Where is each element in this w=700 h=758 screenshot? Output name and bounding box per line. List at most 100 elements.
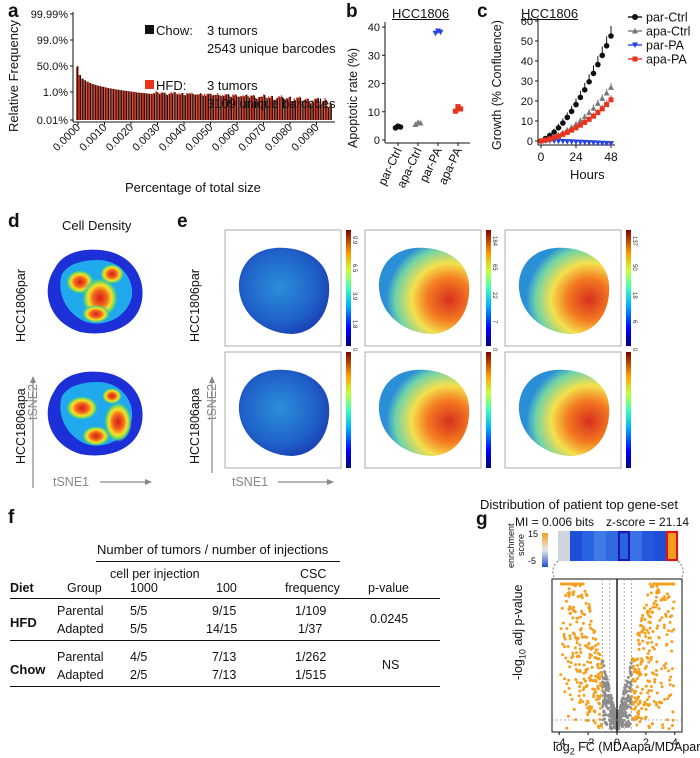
marker	[581, 87, 588, 93]
panel-c-ytick-label: 60	[521, 16, 533, 28]
bar-hfd	[86, 81, 88, 120]
volcano-point	[567, 594, 571, 598]
panel-c-ytick-label: 20	[521, 96, 533, 108]
bar-chow	[161, 92, 163, 120]
bar-hfd	[237, 96, 239, 120]
volcano-point	[626, 681, 630, 685]
volcano-point	[585, 683, 589, 687]
volcano-point	[633, 707, 637, 711]
series-apa-pa	[538, 95, 614, 144]
volcano-point	[628, 722, 632, 726]
bar-hfd	[229, 96, 232, 120]
volcano-point	[652, 672, 656, 676]
table-row3-1000: 4/5	[130, 650, 148, 664]
bar-chow	[146, 93, 148, 120]
volcano-point	[588, 605, 592, 609]
volcano-point	[651, 605, 655, 609]
volcano-point	[641, 613, 645, 617]
point-par-pa	[437, 29, 444, 36]
volcano-point	[569, 661, 573, 665]
table-col-csc2: frequency	[285, 581, 340, 595]
volcano-point	[601, 659, 605, 663]
volcano-point	[646, 704, 650, 708]
volcano-point	[604, 713, 608, 717]
bar-chow	[274, 100, 276, 120]
bar-bracket-left	[552, 560, 559, 578]
bar-bracket-right	[677, 560, 684, 578]
gene-set-highlight-middle	[617, 530, 631, 562]
bar-hfd	[270, 95, 272, 120]
marker	[590, 140, 597, 146]
bar-chow	[95, 84, 97, 120]
volcano-point	[569, 582, 573, 586]
marker	[608, 97, 614, 103]
bar-chow	[77, 66, 79, 120]
volcano-point	[649, 585, 653, 589]
bar-hfd	[155, 91, 157, 120]
volcano-point	[654, 605, 658, 609]
volcano-point	[660, 685, 664, 689]
colorbar	[346, 352, 351, 468]
bar-chow	[287, 98, 289, 120]
volcano-point	[603, 692, 607, 696]
volcano-point	[598, 712, 602, 716]
bar-hfd	[124, 90, 127, 120]
volcano-point	[571, 593, 575, 597]
bar-hfd	[119, 90, 121, 120]
bar-chow	[130, 91, 133, 120]
volcano-point	[665, 592, 669, 596]
table-col-cpi: cell per injection	[110, 567, 200, 581]
bar-chow	[189, 93, 192, 120]
volcano-point	[632, 700, 636, 704]
volcano-point	[649, 655, 653, 659]
marker	[568, 139, 575, 145]
volcano-point	[594, 648, 598, 652]
gene-set-bin	[618, 531, 630, 561]
volcano-point	[613, 708, 617, 712]
volcano-point	[636, 711, 640, 715]
marker	[577, 122, 583, 128]
bar-hfd	[301, 100, 303, 120]
bar-hfd	[209, 93, 211, 120]
table-col-group: Group	[67, 581, 102, 595]
expression-map	[238, 369, 330, 456]
legend-label-par-pa: par-PA	[646, 39, 685, 53]
panel-c-ytick-label: 10	[521, 116, 533, 128]
volcano-point	[664, 662, 668, 666]
panel-label-e: e	[177, 211, 188, 232]
marker	[586, 116, 592, 122]
legend-marker	[632, 14, 638, 20]
bar-chow	[233, 95, 235, 120]
marker	[573, 139, 579, 145]
volcano-point	[644, 684, 648, 688]
volcano-point	[644, 702, 648, 706]
bar-hfd	[283, 98, 285, 120]
volcano-point	[634, 689, 638, 693]
panel-c-xlabel: Hours	[570, 167, 605, 182]
bar-hfd	[221, 94, 224, 120]
volcano-point	[573, 663, 577, 667]
volcano-point	[637, 631, 641, 635]
bar-hfd	[142, 92, 144, 120]
marker	[591, 113, 596, 119]
bar-hfd	[257, 97, 260, 120]
volcano-point	[642, 626, 646, 630]
table-row4-100: 7/13	[212, 668, 237, 682]
bar-hfd	[326, 106, 329, 120]
volcano-point	[652, 647, 656, 651]
volcano-point	[576, 669, 580, 673]
volcano-point	[563, 637, 567, 641]
bar-hfd	[114, 89, 116, 120]
bar-hfd	[160, 92, 162, 120]
volcano-point	[646, 691, 650, 695]
volcano-point	[662, 664, 666, 668]
marker	[599, 140, 606, 147]
volcano-point	[663, 582, 667, 586]
volcano-point	[655, 603, 659, 607]
volcano-point	[565, 626, 569, 630]
colorbar	[626, 230, 631, 346]
volcano-point	[602, 684, 606, 688]
bar-chow	[210, 94, 212, 120]
volcano-point	[670, 629, 674, 633]
volcano-point	[589, 619, 593, 623]
